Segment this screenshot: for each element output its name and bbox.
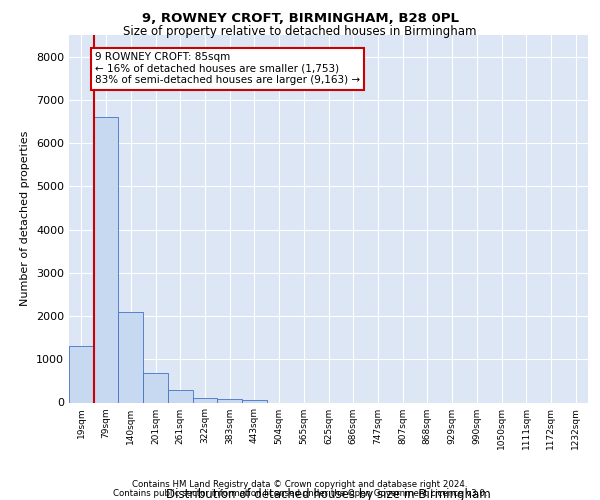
Text: Contains public sector information licensed under the Open Government Licence v3: Contains public sector information licen…	[113, 488, 487, 498]
Bar	[118, 312, 143, 402]
Bar	[242, 400, 267, 402]
Bar	[168, 390, 193, 402]
Text: Size of property relative to detached houses in Birmingham: Size of property relative to detached ho…	[123, 25, 477, 38]
X-axis label: Distribution of detached houses by size in Birmingham: Distribution of detached houses by size …	[166, 488, 491, 500]
Bar	[143, 373, 168, 402]
Text: Contains HM Land Registry data © Crown copyright and database right 2024.: Contains HM Land Registry data © Crown c…	[132, 480, 468, 489]
Text: 9, ROWNEY CROFT, BIRMINGHAM, B28 0PL: 9, ROWNEY CROFT, BIRMINGHAM, B28 0PL	[142, 12, 458, 26]
Bar	[69, 346, 94, 403]
Y-axis label: Number of detached properties: Number of detached properties	[20, 131, 31, 306]
Bar	[94, 117, 118, 403]
Bar	[193, 398, 217, 402]
Text: 9 ROWNEY CROFT: 85sqm
← 16% of detached houses are smaller (1,753)
83% of semi-d: 9 ROWNEY CROFT: 85sqm ← 16% of detached …	[95, 52, 360, 86]
Bar	[217, 400, 242, 402]
